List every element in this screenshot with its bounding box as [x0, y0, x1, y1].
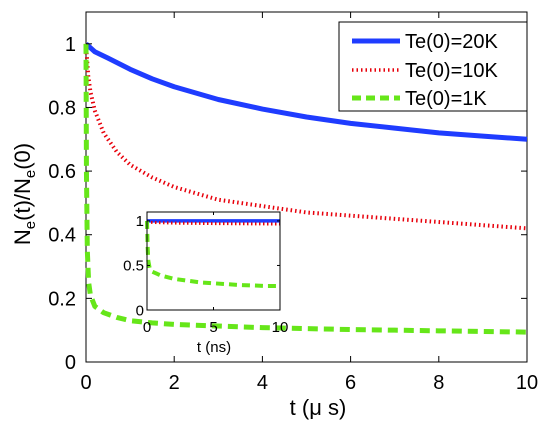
y-axis-label: Ne(t)/Ne(0): [10, 143, 39, 245]
inset-series-line-3: [145, 220, 280, 288]
inset-x-tick-label: 5: [209, 319, 217, 336]
main-plot: 0 2 4 6 8 10 00.20.40.60.81 t (μ s) Ne(t)/Ne(…: [10, 11, 538, 420]
y-label-n: N: [10, 229, 35, 245]
main-series-line-te-0-20k: [84, 41, 528, 142]
main-plot-frame: [85, 11, 528, 363]
main-x-tick-label: 6: [345, 372, 356, 394]
inset-x-axis-label: t (ns): [197, 339, 231, 356]
inset-y-tick-label: 0: [136, 302, 144, 319]
legend-label-1k: Te(0)=1K: [405, 88, 487, 110]
main-y-tick-label: 0.2: [48, 288, 76, 310]
inset-plot-background: [147, 212, 280, 310]
inset-y-tick-label: 1: [136, 213, 144, 230]
y-label-sub-e1: e: [22, 221, 39, 229]
main-y-tick-label: 1: [65, 34, 76, 56]
legend: Te(0)=20K Te(0)=10K Te(0)=1K: [338, 21, 528, 112]
main-y-tick-label: 0: [65, 352, 76, 374]
main-x-tick-label: 4: [257, 372, 268, 394]
inset-y-tick-label: 0.5: [123, 258, 144, 275]
inset-plot: 0 5 10 00.51 t (ns): [123, 211, 289, 356]
main-y-tick-label: 0.4: [48, 225, 76, 247]
legend-label-20k: Te(0)=20K: [405, 31, 498, 53]
main-series-group: [83, 41, 528, 335]
inset-series-group: [145, 219, 281, 288]
main-y-tick-label: 0.8: [48, 97, 76, 119]
legend-label-10k: Te(0)=10K: [405, 60, 498, 82]
main-x-ticks: 0 2 4 6 8 10: [80, 12, 538, 394]
inset-x-ticks: 0 5 10: [143, 212, 289, 336]
main-x-tick-label: 10: [516, 372, 538, 394]
main-x-tick-label: 2: [169, 372, 180, 394]
main-y-tick-label: 0.6: [48, 161, 76, 183]
x-axis-label: t (μ s): [290, 395, 347, 420]
inset-x-tick-label: 10: [272, 319, 289, 336]
main-y-ticks: 0 0.2 0.4 0.6 0.8 1: [48, 34, 527, 374]
inset-x-tick-label: 0: [143, 319, 151, 336]
y-label-mid: (t)/N: [10, 178, 35, 221]
inset-y-ticks: 00.51: [123, 213, 280, 319]
y-label-sub-e2: e: [22, 170, 39, 178]
y-label-end: (0): [10, 143, 35, 170]
main-x-tick-label: 0: [80, 372, 91, 394]
main-x-tick-label: 8: [433, 372, 444, 394]
main-series-line-te-0-1k: [83, 43, 528, 335]
inset-series-line-2: [146, 220, 281, 226]
